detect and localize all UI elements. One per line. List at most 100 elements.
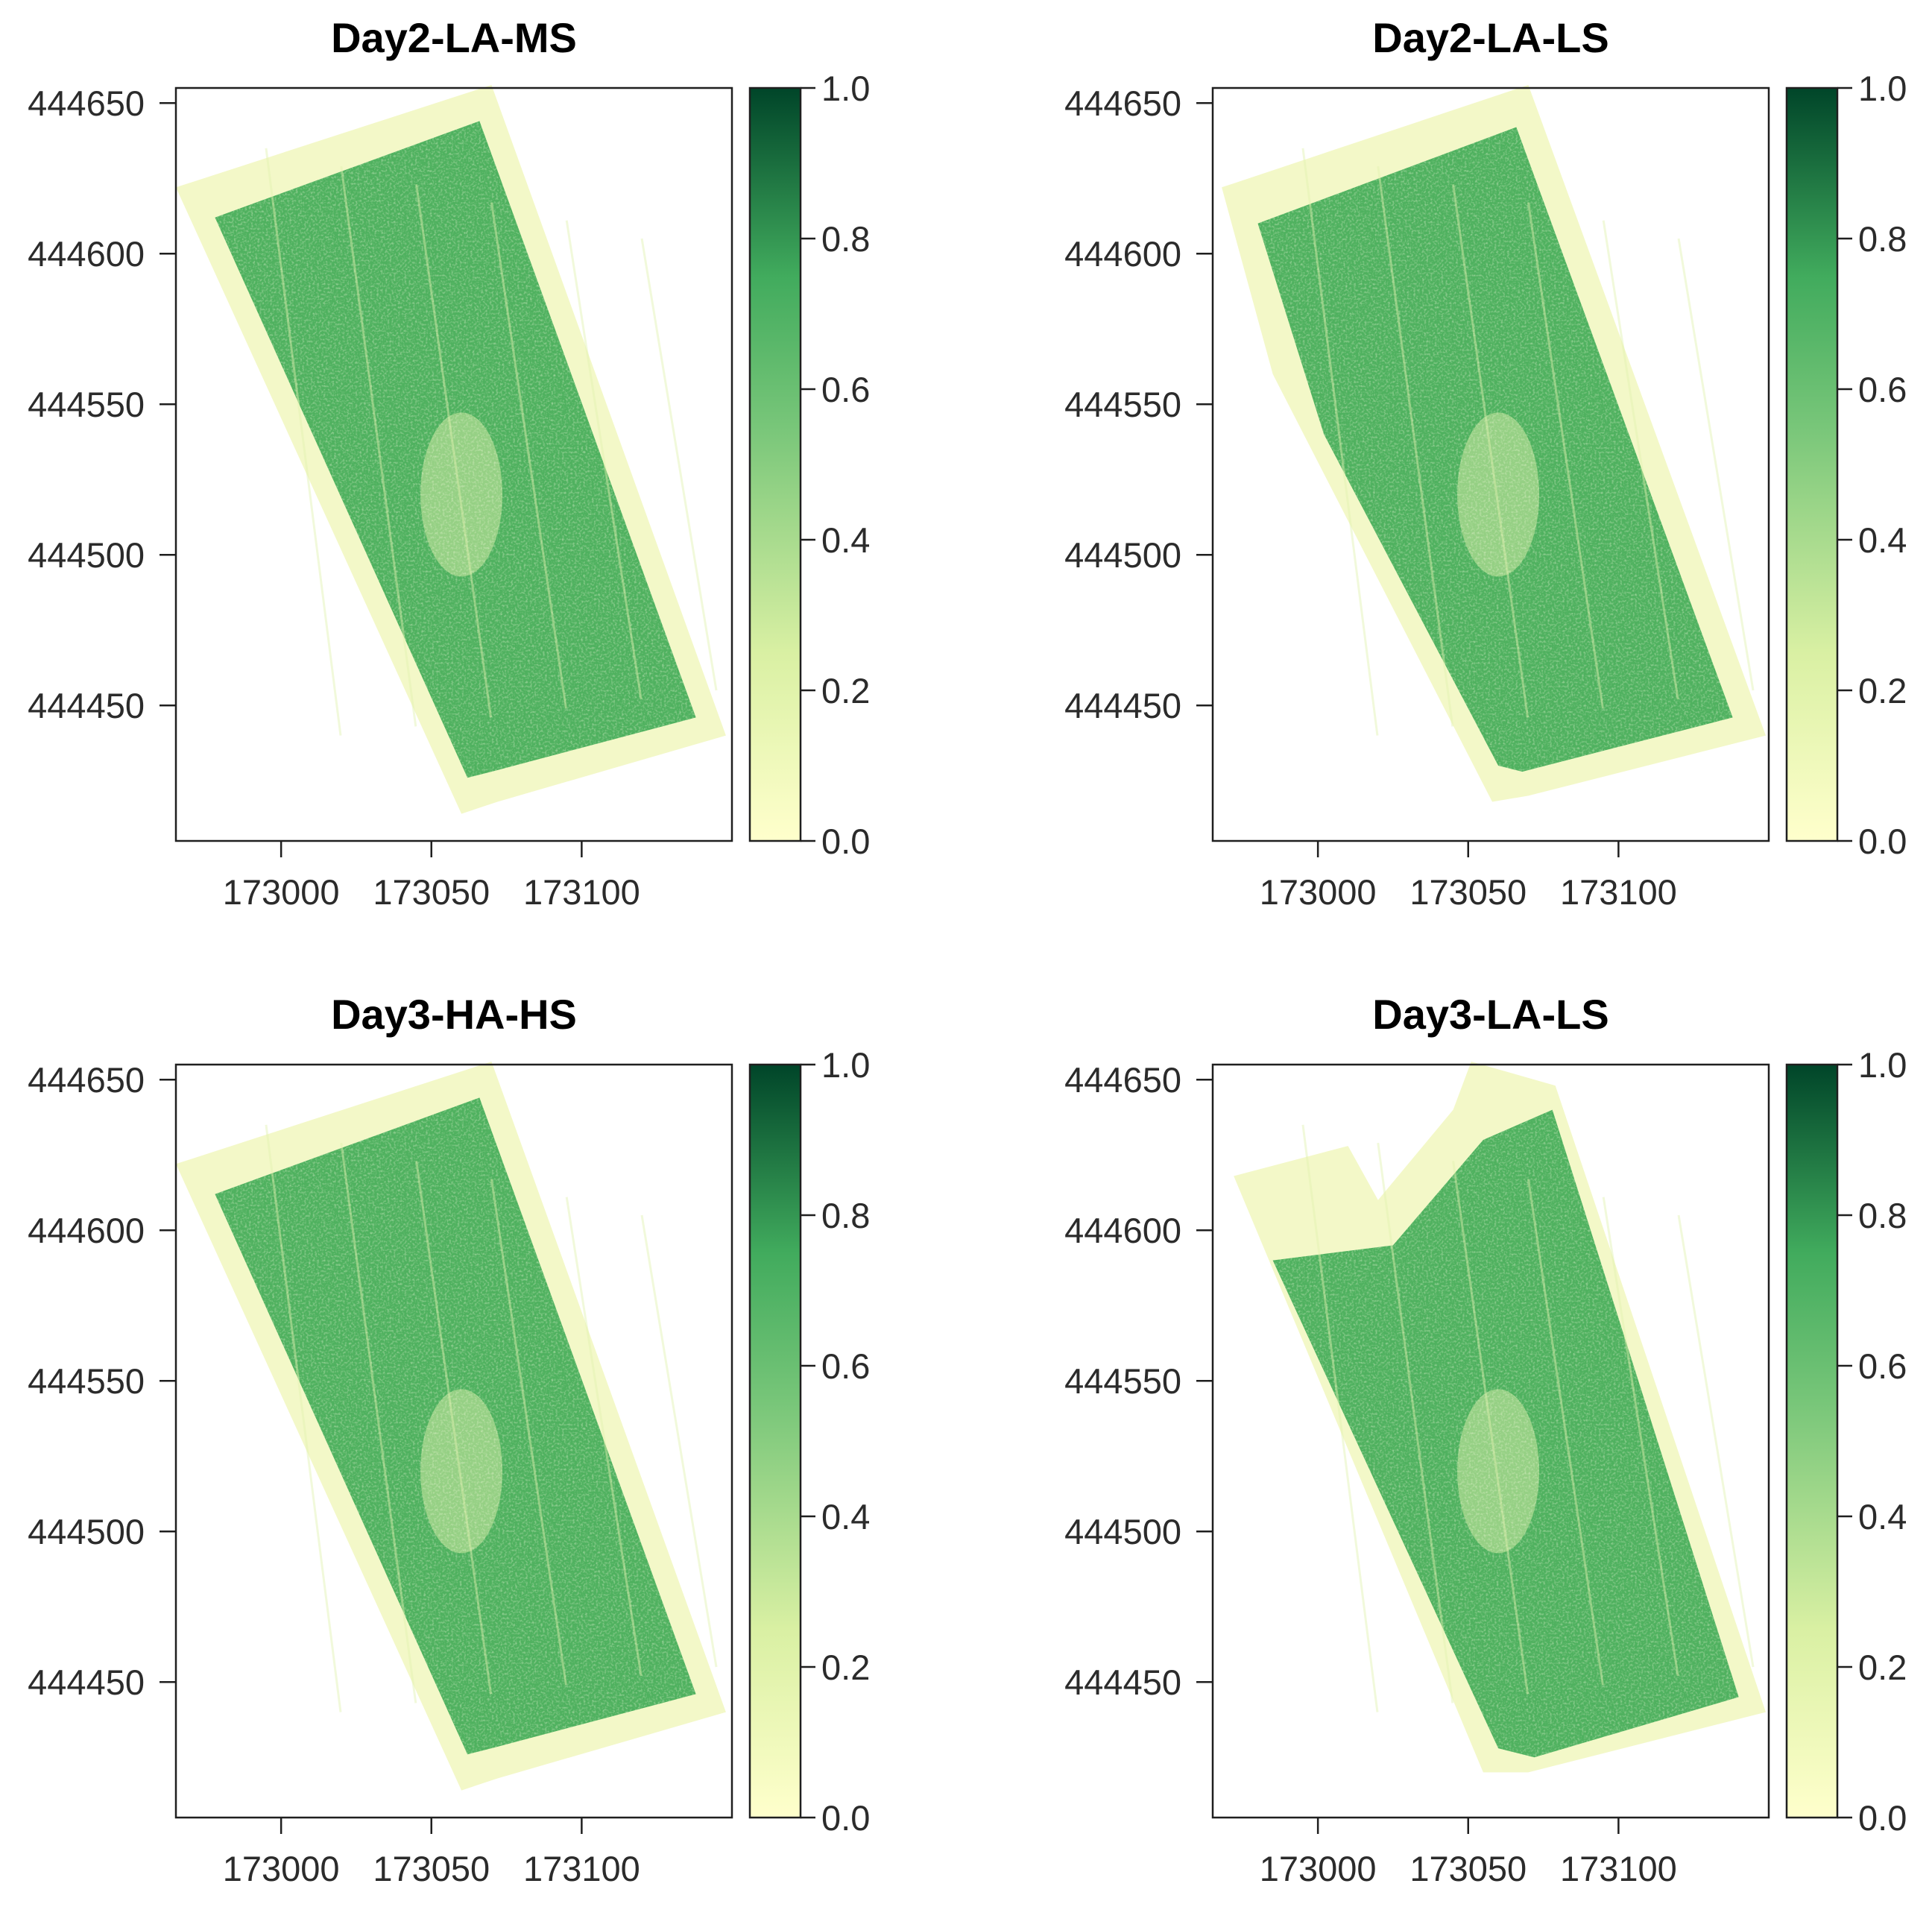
colorbar-tick-label: 1.0 — [1858, 1045, 1907, 1085]
colorbar-tick-label: 0.2 — [821, 671, 870, 710]
y-tick-label: 444500 — [1064, 1512, 1181, 1551]
field-texture — [1272, 1109, 1739, 1758]
colorbar-tick-label: 0.6 — [1858, 1346, 1907, 1386]
colorbar-tick-label: 0.8 — [1858, 219, 1907, 259]
field-row-stripe — [1301, 1124, 1379, 1712]
colorbar — [748, 1063, 802, 1819]
colorbar-tick-label: 0.6 — [1858, 370, 1907, 409]
colorbar-tick-label: 0.8 — [821, 219, 870, 259]
field-row-stripe — [1377, 1142, 1454, 1703]
field-row-stripe — [340, 1142, 417, 1703]
field-row-stripe — [565, 220, 643, 700]
chart-title: Day3-HA-HS — [331, 991, 577, 1038]
colorbar-tick-label: 0.0 — [1858, 1798, 1907, 1838]
field-row-stripe — [340, 166, 417, 727]
colorbar-tick-label: 0.6 — [821, 1346, 870, 1386]
y-tick-label: 444500 — [28, 535, 145, 575]
field-texture — [215, 121, 696, 778]
field-row-stripe — [490, 1179, 567, 1686]
y-tick-label: 444550 — [1064, 385, 1181, 424]
x-tick-label: 173050 — [373, 872, 490, 912]
colorbar-tick-label: 0.0 — [821, 1798, 870, 1838]
colorbar — [1785, 86, 1839, 842]
colorbar-tick-label: 0.0 — [1858, 822, 1907, 861]
colorbar-tick-label: 1.0 — [1858, 69, 1907, 108]
chart-title: Day3-LA-LS — [1372, 991, 1609, 1038]
field-row-stripe — [490, 202, 567, 709]
field-row-stripe — [1301, 148, 1379, 736]
x-tick-label: 173100 — [523, 1849, 640, 1888]
x-tick-label: 173050 — [1409, 1849, 1527, 1888]
field-row-stripe — [1452, 184, 1530, 718]
field-raster — [176, 1062, 726, 1791]
colorbar-tick-label: 0.4 — [821, 520, 870, 560]
colorbar-tick-label: 0.6 — [821, 370, 870, 409]
field-row-stripe — [415, 1161, 493, 1695]
y-tick-label: 444650 — [1064, 1060, 1181, 1100]
field-row-stripe — [1677, 238, 1755, 691]
field-row-stripe — [1452, 1161, 1530, 1695]
chart-title: Day2-LA-LS — [1372, 14, 1609, 61]
plot-frame — [1211, 86, 1770, 842]
x-tick-label: 173000 — [223, 1849, 340, 1888]
field-row-stripe — [565, 1197, 643, 1677]
x-tick-label: 173050 — [373, 1849, 490, 1888]
colorbar-tick-label: 0.0 — [821, 822, 870, 861]
colorbar-tick-label: 1.0 — [821, 69, 870, 108]
plot-frame — [174, 86, 733, 842]
colorbar-tick-label: 1.0 — [821, 1045, 870, 1085]
field-row-stripe — [1677, 1214, 1755, 1668]
field-row-stripe — [1377, 166, 1454, 727]
colorbar — [1785, 1063, 1839, 1819]
colorbar-tick-label: 0.4 — [821, 1497, 870, 1536]
field-row-stripe — [1527, 202, 1604, 709]
field-texture — [215, 1097, 696, 1755]
x-tick-label: 173050 — [1409, 872, 1527, 912]
field-row-stripe — [265, 1124, 342, 1712]
colorbar-tick-label: 0.4 — [1858, 520, 1907, 560]
y-tick-label: 444500 — [1064, 535, 1181, 575]
x-tick-label: 173000 — [223, 872, 340, 912]
colorbar-tick-label: 0.4 — [1858, 1497, 1907, 1536]
field-raster — [1234, 1062, 1766, 1773]
colorbar — [748, 86, 802, 842]
y-tick-label: 444650 — [1064, 83, 1181, 123]
y-tick-label: 444600 — [28, 1211, 145, 1250]
field-row-stripe — [1602, 220, 1679, 700]
x-tick-label: 173100 — [1560, 1849, 1677, 1888]
y-tick-label: 444650 — [28, 83, 145, 123]
colorbar-tick-label: 0.2 — [1858, 1648, 1907, 1687]
chart-panel: Day3-HA-HS 444650 444600 444550 444500 444450… — [28, 991, 870, 1888]
plot-frame — [1211, 1063, 1770, 1819]
colorbar-tick-label: 0.2 — [1858, 671, 1907, 710]
field-row-stripe — [1602, 1197, 1679, 1677]
field-row-stripe — [640, 1214, 718, 1668]
colorbar-tick-label: 0.8 — [1858, 1196, 1907, 1235]
y-tick-label: 444450 — [1064, 686, 1181, 725]
colorbar-tick-label: 0.2 — [821, 1648, 870, 1687]
field-row-stripe — [415, 184, 493, 718]
chart-title: Day2-LA-MS — [331, 14, 577, 61]
y-tick-label: 444450 — [1064, 1662, 1181, 1702]
y-tick-label: 444600 — [1064, 1211, 1181, 1250]
field-row-stripe — [1527, 1179, 1604, 1686]
field-row-stripe — [265, 148, 342, 736]
y-tick-label: 444650 — [28, 1060, 145, 1100]
field-texture — [1257, 127, 1733, 772]
y-tick-label: 444600 — [28, 234, 145, 274]
x-tick-label: 173100 — [523, 872, 640, 912]
colorbar-tick-label: 0.8 — [821, 1196, 870, 1235]
y-tick-label: 444450 — [28, 686, 145, 725]
chart-panel: Day3-LA-LS 444650 444600 444550 444500 444450… — [1064, 991, 1907, 1888]
field-row-stripe — [640, 238, 718, 691]
x-tick-label: 173000 — [1260, 1849, 1377, 1888]
y-tick-label: 444450 — [28, 1662, 145, 1702]
y-tick-label: 444600 — [1064, 234, 1181, 274]
field-raster — [1222, 85, 1766, 802]
x-tick-label: 173100 — [1560, 872, 1677, 912]
y-tick-label: 444550 — [1064, 1361, 1181, 1401]
x-tick-label: 173000 — [1260, 872, 1377, 912]
y-tick-label: 444500 — [28, 1512, 145, 1551]
y-tick-label: 444550 — [28, 385, 145, 424]
